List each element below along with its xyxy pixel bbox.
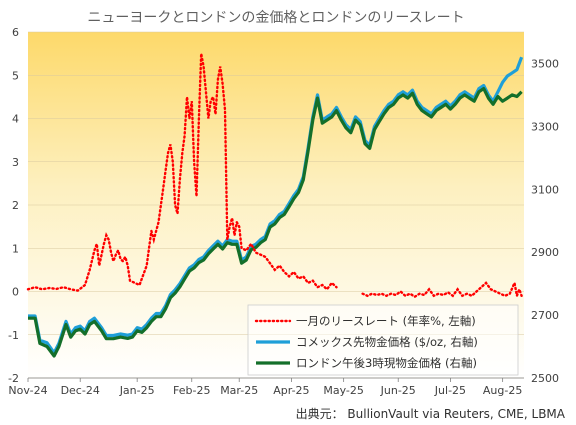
y-right-tick-label: 2900 <box>531 246 559 259</box>
x-tick-label: Feb-25 <box>173 384 210 397</box>
y-left-tick-label: 2 <box>12 199 19 212</box>
y-left-tick-label: 5 <box>12 69 19 82</box>
y-right-tick-label: 2700 <box>531 309 559 322</box>
legend-label: コメックス先物金価格 ($/oz, 右軸) <box>296 335 478 349</box>
series-lease-rate-line-part2 <box>361 278 523 301</box>
x-tick-label: Nov-24 <box>8 384 47 397</box>
y-right-tick-label: 3100 <box>531 183 559 196</box>
series-comex-line <box>28 56 524 355</box>
y-left-tick-label: 4 <box>12 113 19 126</box>
series-lease-rate-line <box>26 53 338 292</box>
source-note: 出典元： BullionVault via Reuters, CME, LBMA <box>296 407 566 421</box>
x-tick-label: Aug-25 <box>483 384 522 397</box>
chart-title: ニューヨークとロンドンの金価格とロンドンのリースレート <box>87 10 464 26</box>
x-tick-label: Jun-25 <box>380 384 416 397</box>
legend-label: 一月のリースレート (年率%, 左軸) <box>296 314 476 328</box>
axes: -2 -1 0 1 2 3 4 5 6 2500 2700 2900 3100 3300 3500 Nov-2… <box>8 26 559 397</box>
y-left-tick-label: 0 <box>12 286 19 299</box>
y-left-tick-label: -1 <box>8 329 19 342</box>
x-tick-label: Jan-25 <box>119 384 155 397</box>
x-tick-label: Mar-25 <box>220 384 258 397</box>
x-tick-label: May-25 <box>323 384 364 397</box>
y-right-tick-label: 3500 <box>531 57 559 70</box>
x-tick-label: Dec-24 <box>61 384 100 397</box>
y-left-tick-label: -2 <box>8 372 19 385</box>
series-layer <box>26 53 524 358</box>
y-right-tick-label: 3300 <box>531 120 559 133</box>
series-london-line <box>28 87 523 358</box>
x-tick-label: Apr-25 <box>273 384 309 397</box>
legend: 一月のリースレート (年率%, 左軸) コメックス先物金価格 ($/oz, 右軸)… <box>247 304 519 376</box>
y-left-tick-label: 1 <box>12 242 19 255</box>
legend-box <box>247 304 519 376</box>
y-left-tick-label: 6 <box>12 26 19 39</box>
legend-label: ロンドン午後3時現物金価格 (右軸) <box>296 356 477 370</box>
x-tick-label: Jul-25 <box>434 384 466 397</box>
y-left-tick-label: 3 <box>12 156 19 169</box>
y-right-tick-label: 2500 <box>531 372 559 385</box>
